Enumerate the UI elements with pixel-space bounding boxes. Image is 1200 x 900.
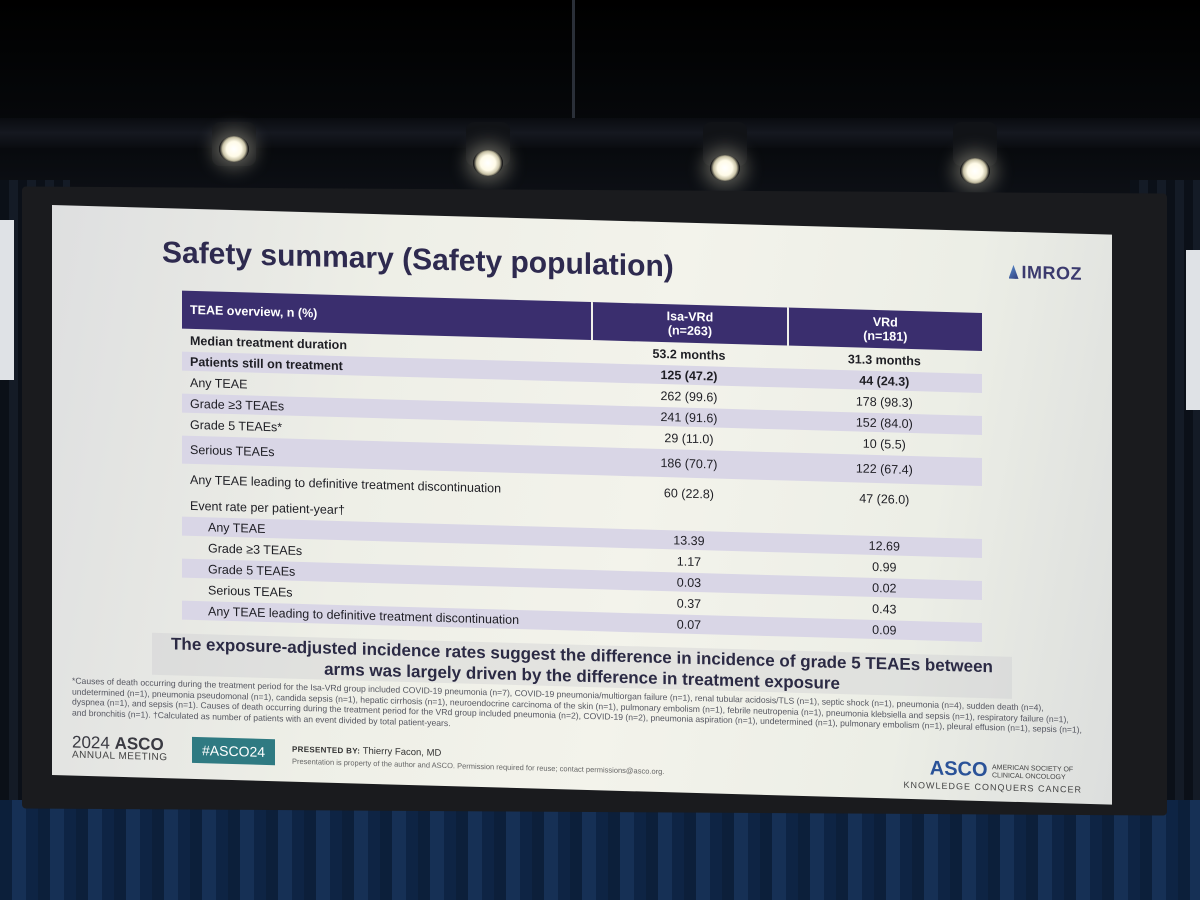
rig-cable <box>572 0 575 120</box>
cell-vrd: 0.43 <box>872 601 897 617</box>
cell-isa-vrd: 262 (99.6) <box>660 388 718 405</box>
asco-society-name: AMERICAN SOCIETY OF CLINICAL ONCOLOGY <box>992 764 1074 782</box>
presenter-block: PRESENTED BY: Thierry Facon, MD Presenta… <box>292 744 664 776</box>
stage-curtain <box>0 800 1200 900</box>
imroz-logo: IMROZ <box>1009 262 1083 285</box>
cell-vrd: 178 (98.3) <box>855 393 913 410</box>
asco-motto: KNOWLEDGE CONQUERS CANCER <box>903 779 1082 795</box>
cell-vrd: 122 (67.4) <box>786 452 982 486</box>
left-side-screen <box>0 220 14 380</box>
hashtag-badge: #ASCO24 <box>192 736 276 766</box>
cell-vrd: 0.09 <box>786 617 982 642</box>
stage-light-4 <box>960 158 990 184</box>
imroz-logo-text: IMROZ <box>1021 262 1083 284</box>
asco-society-logo: ASCO AMERICAN SOCIETY OF CLINICAL ONCOLO… <box>903 757 1082 795</box>
asco-word: ASCO <box>929 757 988 782</box>
cell-isa-vrd: 13.39 <box>591 528 787 553</box>
stage-light-1 <box>219 136 249 162</box>
asco-meeting-logo: 2024 ASCO ANNUAL MEETING <box>72 733 168 765</box>
cell-isa-vrd: 29 (11.0) <box>664 430 714 446</box>
cell-vrd: 44 (24.3) <box>786 368 982 393</box>
cell-isa-vrd <box>591 507 786 531</box>
cell-isa-vrd: 53.2 months <box>652 346 726 363</box>
cell-vrd: 0.99 <box>872 559 897 575</box>
cell-vrd: 152 (84.0) <box>786 410 982 435</box>
slide-title: Safety summary (Safety population) <box>162 236 674 284</box>
right-side-screen <box>1186 250 1200 410</box>
presented-by-label: PRESENTED BY: <box>292 744 361 756</box>
stage-light-3 <box>710 155 740 181</box>
presenter-name: Thierry Facon, MD <box>362 745 442 759</box>
stage-light-2 <box>473 150 503 176</box>
imroz-logo-icon <box>1009 265 1019 279</box>
cell-isa-vrd: 0.03 <box>591 570 787 595</box>
cell-isa-vrd: 0.07 <box>591 612 787 637</box>
header-isa-vrd: Isa-VRd (n=263) <box>591 302 787 346</box>
cell-vrd: 31.3 months <box>847 351 921 368</box>
cell-isa-vrd: 241 (91.6) <box>591 405 787 430</box>
cell-vrd <box>787 513 982 537</box>
cell-vrd: 10 (5.5) <box>862 436 906 452</box>
cell-isa-vrd: 60 (22.8) <box>663 486 714 502</box>
cell-isa-vrd: 0.37 <box>676 595 702 611</box>
cell-isa-vrd: 186 (70.7) <box>591 447 787 481</box>
ceiling <box>0 0 1200 200</box>
lighting-truss <box>0 118 1200 148</box>
cell-isa-vrd: 125 (47.2) <box>591 363 787 388</box>
presentation-slide: Safety summary (Safety population) IMROZ… <box>52 205 1112 805</box>
meeting-sub: ANNUAL MEETING <box>72 749 168 764</box>
cell-vrd: 47 (26.0) <box>859 491 910 507</box>
rights-notice: Presentation is property of the author a… <box>292 756 665 777</box>
cell-vrd: 0.02 <box>786 575 982 600</box>
header-vrd: VRd (n=181) <box>786 307 982 351</box>
cell-isa-vrd: 1.17 <box>676 553 702 569</box>
cell-vrd: 12.69 <box>786 533 982 558</box>
safety-table: TEAE overview, n (%) Isa-VRd (n=263) VRd… <box>182 289 982 644</box>
